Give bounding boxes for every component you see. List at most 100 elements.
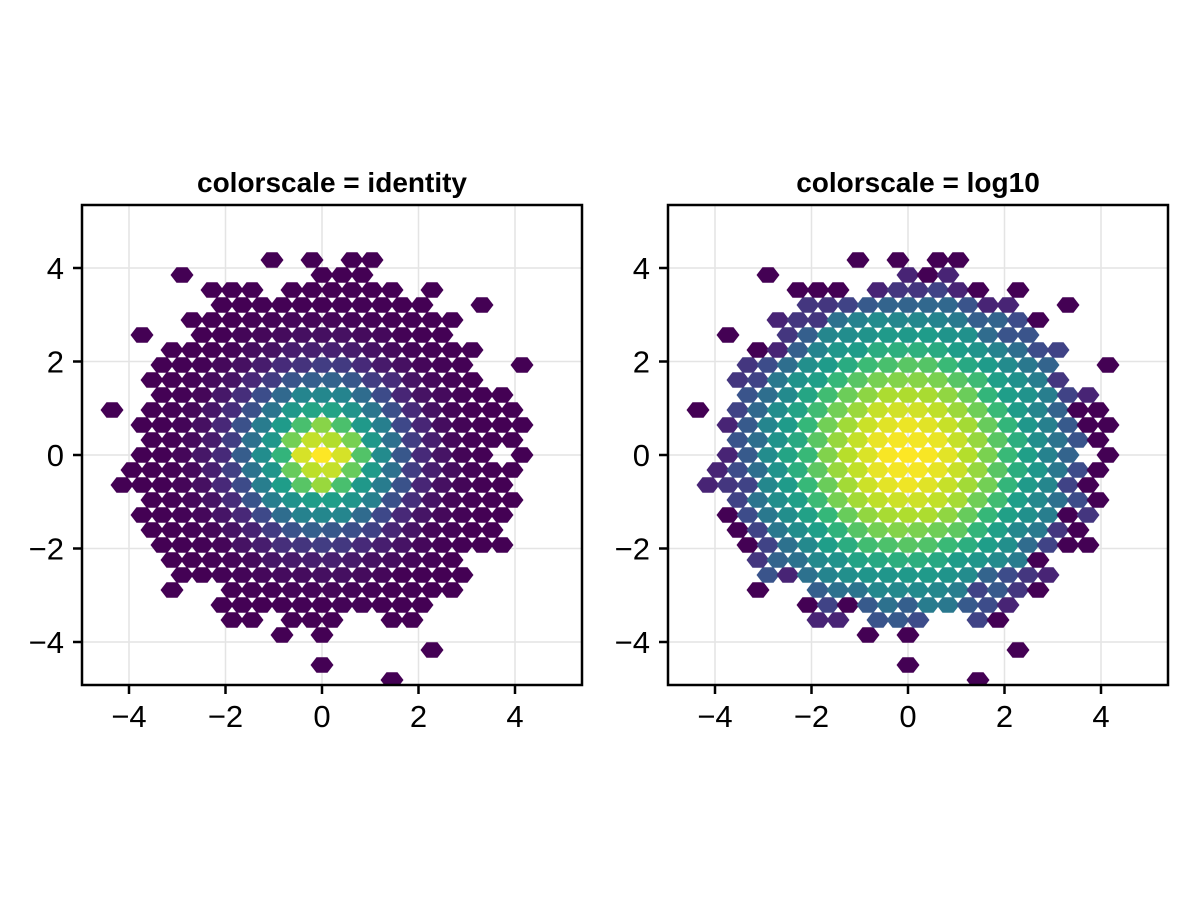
hex-cell: [886, 402, 910, 418]
hex-cell: [240, 552, 264, 568]
hex-cell: [190, 537, 214, 553]
hex-cell: [866, 522, 890, 538]
hex-cell: [846, 462, 870, 478]
hex-cell: [886, 522, 910, 538]
hex-cell: [420, 372, 444, 388]
hex-cell: [746, 342, 770, 358]
hex-cell: [250, 447, 274, 463]
hex-cell: [450, 387, 474, 403]
hex-cell: [826, 282, 850, 298]
axis-frame: [666, 203, 1170, 687]
hex-cell: [826, 582, 850, 598]
hex-cell: [996, 477, 1020, 493]
hex-cell: [796, 567, 820, 583]
hex-cell: [290, 417, 314, 433]
hex-cell: [816, 567, 840, 583]
hex-cell: [340, 432, 364, 448]
plot-title-log10: colorscale = log10: [796, 167, 1040, 198]
hex-cell: [190, 447, 214, 463]
hex-cell: [170, 507, 194, 523]
hex-cell: [370, 327, 394, 343]
hex-cell: [746, 462, 770, 478]
hex-cell: [916, 507, 940, 523]
hex-cell: [470, 447, 494, 463]
hex-cell: [886, 282, 910, 298]
hex-cell: [410, 327, 434, 343]
hex-cell: [936, 267, 960, 283]
hex-cell: [1046, 462, 1070, 478]
hex-cell: [766, 432, 790, 448]
hex-cell: [290, 387, 314, 403]
hex-cell: [936, 447, 960, 463]
hex-cell: [796, 447, 820, 463]
hex-cell: [490, 537, 514, 553]
hex-cell: [400, 372, 424, 388]
hex-cell: [270, 387, 294, 403]
hex-cell: [886, 432, 910, 448]
hex-cell: [776, 417, 800, 433]
hex-cell: [826, 372, 850, 388]
hex-cell: [290, 537, 314, 553]
hex-cell: [1026, 312, 1050, 328]
hex-cell: [1006, 462, 1030, 478]
hex-cell: [330, 417, 354, 433]
hex-cell: [350, 267, 374, 283]
hex-cell: [150, 507, 174, 523]
hex-cell: [380, 522, 404, 538]
hex-cell: [816, 417, 840, 433]
hex-cell: [796, 387, 820, 403]
hex-cell: [370, 297, 394, 313]
hex-cell: [946, 402, 970, 418]
hex-cell: [856, 447, 880, 463]
hex-cell: [1066, 522, 1090, 538]
hex-cell: [936, 567, 960, 583]
hex-cell: [786, 342, 810, 358]
hex-cell: [996, 507, 1020, 523]
hex-cell: [866, 492, 890, 508]
hex-cell: [876, 387, 900, 403]
hex-cell: [150, 417, 174, 433]
hex-cell: [430, 477, 454, 493]
hex-cell: [220, 372, 244, 388]
hex-cell: [926, 432, 950, 448]
hex-cell: [796, 597, 820, 613]
hex-cell: [966, 282, 990, 298]
y-tick-label: −4: [615, 625, 650, 660]
hex-cell: [906, 432, 930, 448]
hex-cell: [360, 342, 384, 358]
hex-cell: [1036, 447, 1060, 463]
hex-cell: [806, 612, 830, 628]
hex-cell: [936, 597, 960, 613]
hex-cell: [1066, 402, 1090, 418]
hex-cell: [786, 402, 810, 418]
hex-cell: [280, 432, 304, 448]
hex-cell: [866, 462, 890, 478]
hex-cell: [746, 402, 770, 418]
hex-cell: [1006, 492, 1030, 508]
hex-cell: [956, 327, 980, 343]
hex-cell: [826, 522, 850, 538]
hex-cell: [500, 492, 524, 508]
hex-cell: [826, 492, 850, 508]
hex-cell: [310, 297, 334, 313]
hex-cell: [430, 507, 454, 523]
hex-cell: [796, 297, 820, 313]
hex-cell: [250, 327, 274, 343]
hex-cell: [200, 492, 224, 508]
hex-cell: [300, 582, 324, 598]
hex-cell: [300, 492, 324, 508]
hex-cell: [856, 417, 880, 433]
hex-cell: [786, 462, 810, 478]
hex-cell: [270, 597, 294, 613]
hex-cell: [240, 402, 264, 418]
hex-cell: [440, 462, 464, 478]
hex-cell: [170, 267, 194, 283]
hex-cell: [410, 597, 434, 613]
y-tick-label: 2: [47, 345, 64, 380]
hex-cell: [866, 312, 890, 328]
hex-cell: [180, 312, 204, 328]
hex-cell: [916, 387, 940, 403]
hex-cell: [210, 597, 234, 613]
hex-cell: [470, 387, 494, 403]
hex-cell: [856, 627, 880, 643]
